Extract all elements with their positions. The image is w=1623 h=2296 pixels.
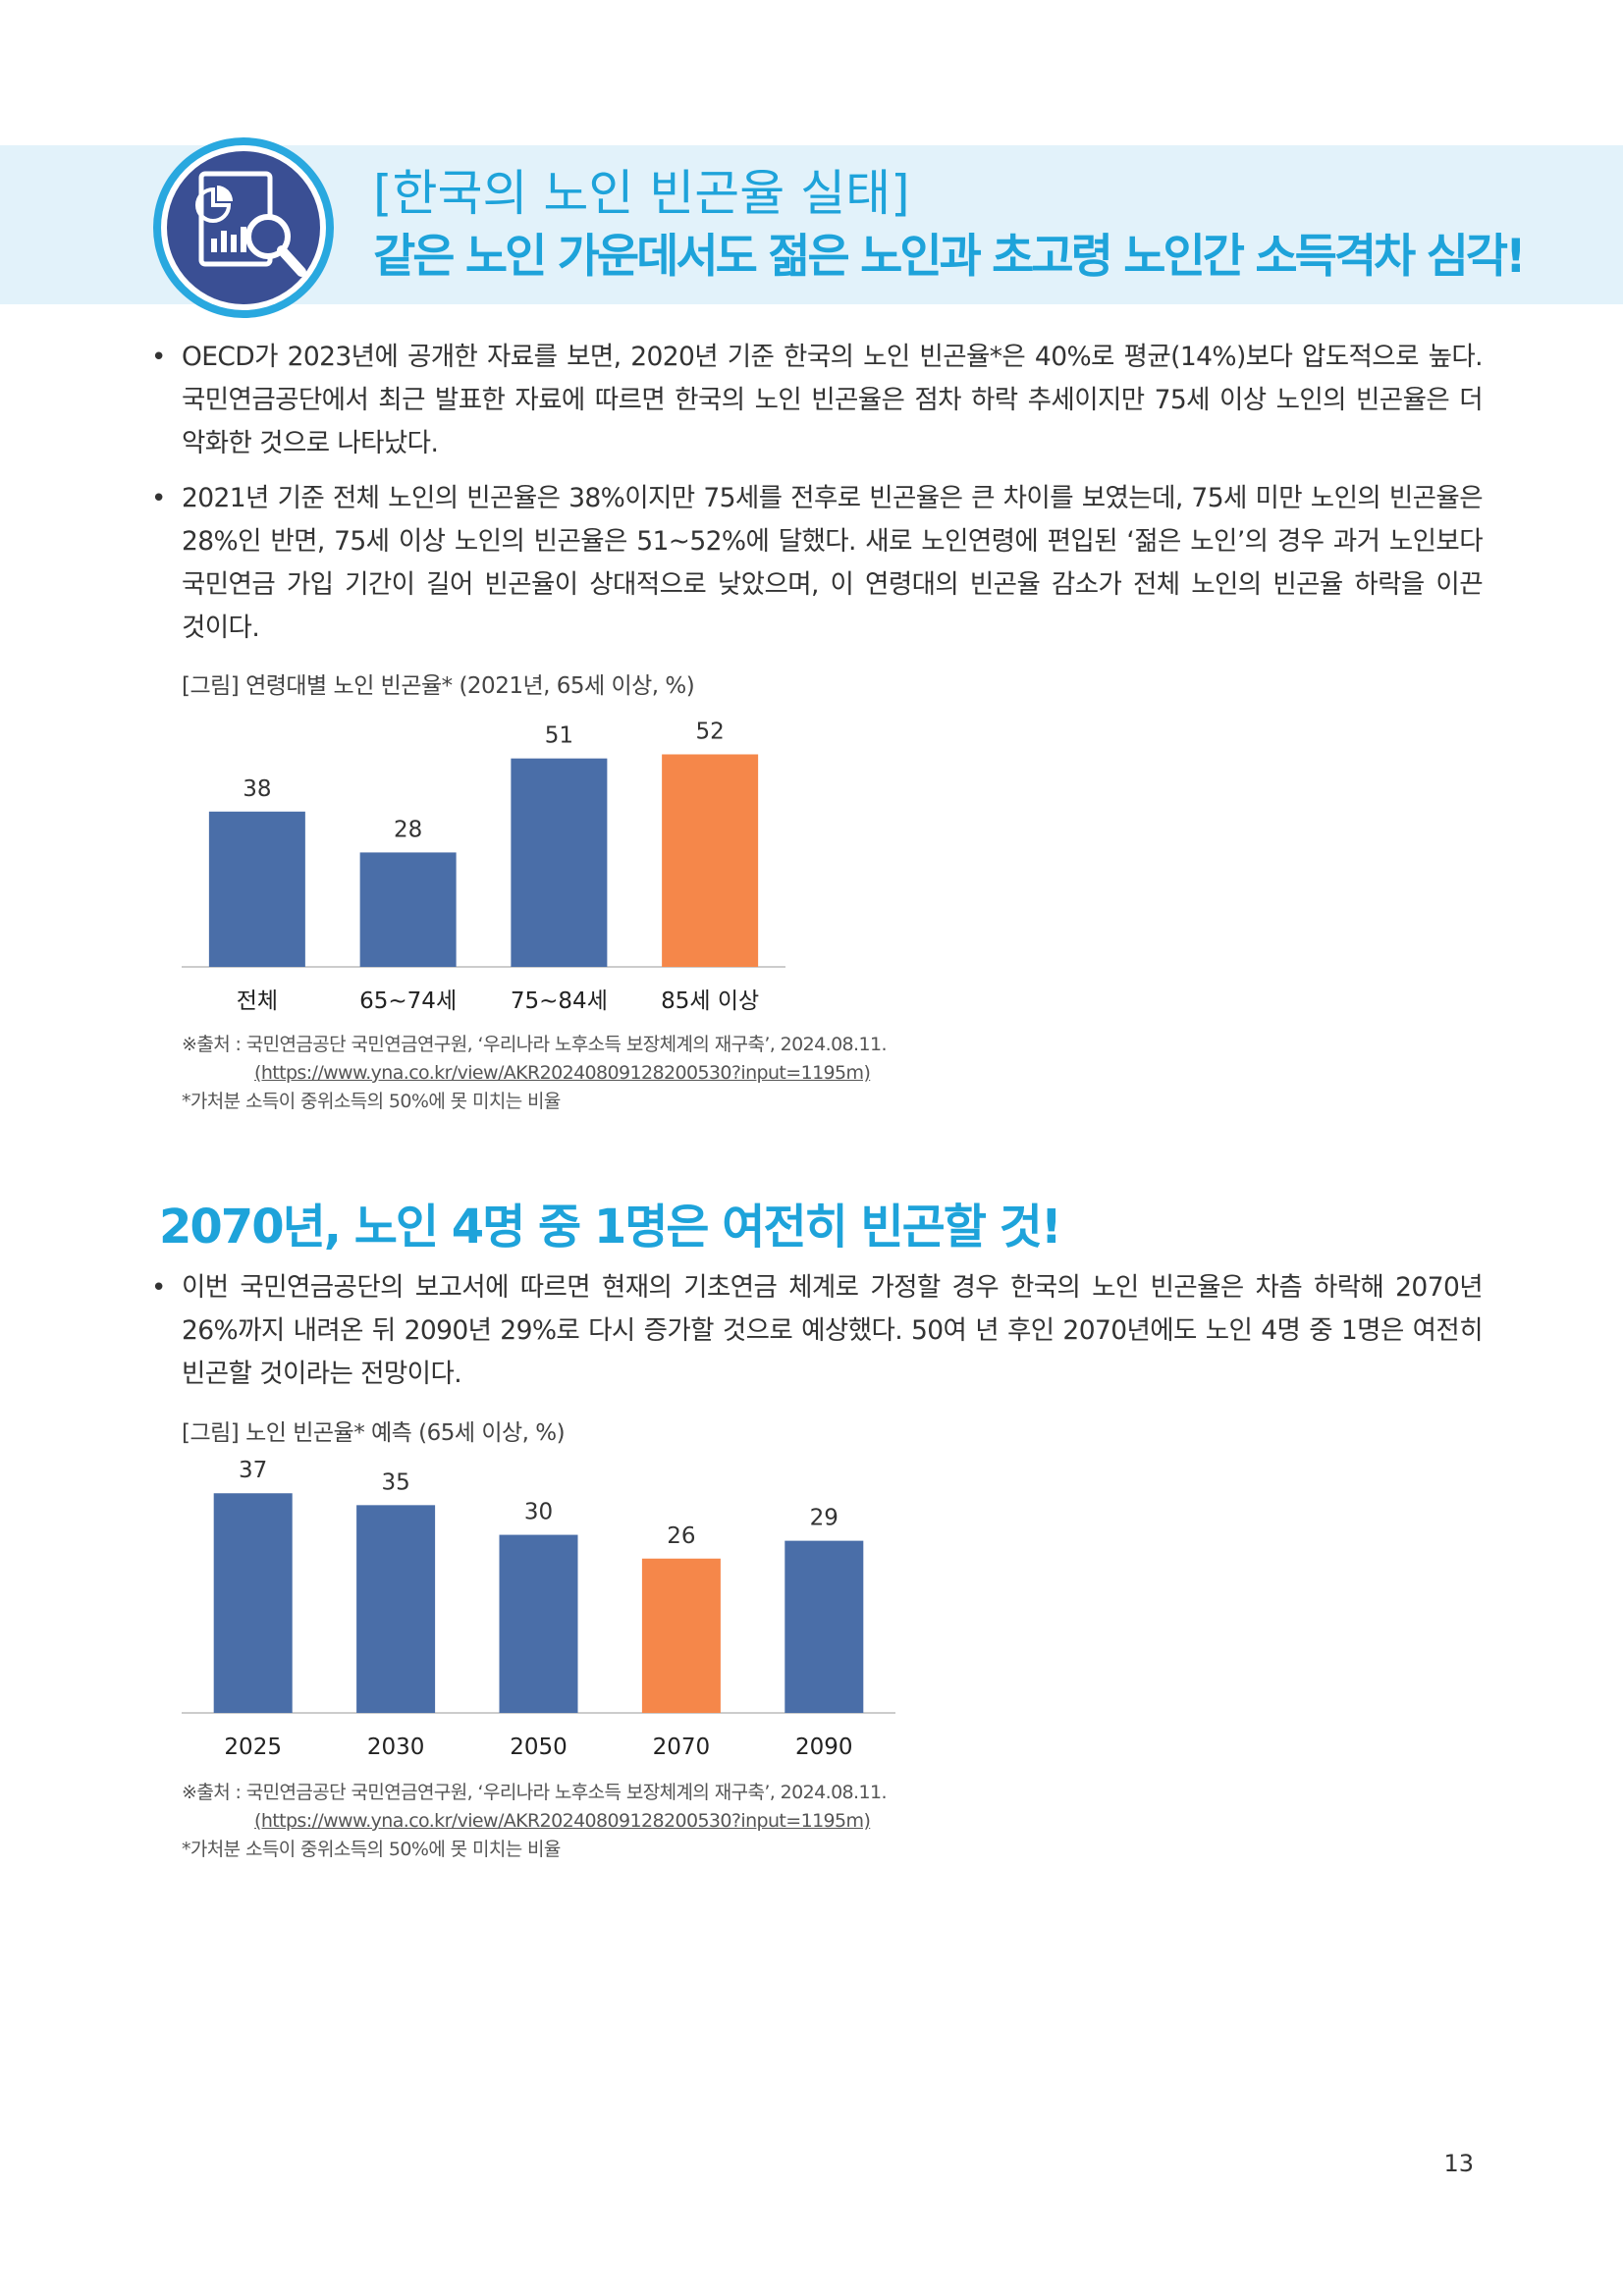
figure2-caption: [그림] 노인 빈곤율* 예측 (65세 이상, %) <box>182 1420 566 1446</box>
bar-65~74세 <box>359 852 457 967</box>
bar-value-label: 29 <box>810 1506 839 1531</box>
bar-전체 <box>208 811 305 967</box>
page-number: 13 <box>1443 2150 1474 2177</box>
bar-value-label: 37 <box>239 1458 267 1483</box>
bullet-item: • 이번 국민연금공단의 보고서에 따르면 현재의 기초연금 체계로 가정할 경우… <box>147 1266 1484 1396</box>
footnote: *가처분 소득이 중위소득의 50%에 못 미치는 비율 <box>182 1091 561 1112</box>
category-label: 65~74세 <box>359 988 457 1014</box>
bar-value-label: 38 <box>243 776 271 802</box>
bullet-dot: • <box>151 1273 166 1303</box>
bar-75~84세 <box>511 758 608 967</box>
bullet-dot: • <box>151 343 166 372</box>
bullet-text: OECD가 2023년에 공개한 자료를 보면, 2020년 기준 한국의 노인… <box>182 342 1484 458</box>
source-url: (https://www.yna.co.kr/view/AKR202408091… <box>254 1810 871 1832</box>
category-label: 75~84세 <box>511 988 608 1014</box>
category-label: 2070 <box>653 1735 711 1760</box>
bar-value-label: 30 <box>524 1500 553 1525</box>
bullet-item: • OECD가 2023년에 공개한 자료를 보면, 2020년 기준 한국의 노… <box>147 336 1484 465</box>
category-label: 2025 <box>224 1735 282 1760</box>
bullet-text: 이번 국민연금공단의 보고서에 따르면 현재의 기초연금 체계로 가정할 경우 … <box>182 1272 1484 1389</box>
bar-value-label: 35 <box>381 1469 409 1495</box>
source-note: ※출처 : 국민연금공단 국민연금연구원, ‘우리나라 노후소득 보장체계의 재… <box>182 1782 888 1803</box>
bar-value-label: 52 <box>695 719 724 744</box>
bar-2070 <box>641 1558 721 1713</box>
bar-2030 <box>356 1505 436 1713</box>
header-text: [한국의 노인 빈곤율 실태] 같은 노인 가운데서도 젊은 노인과 초고령 노… <box>373 163 1564 289</box>
figure2-notes: ※출처 : 국민연금공단 국민연금연구원, ‘우리나라 노후소득 보장체계의 재… <box>182 1779 888 1864</box>
figure1-caption: [그림] 연령대별 노인 빈곤율* (2021년, 65세 이상, %) <box>182 673 695 699</box>
category-label: 전체 <box>237 988 278 1014</box>
header-title: [한국의 노인 빈곤율 실태] <box>373 165 910 222</box>
section2-title: 2070년, 노인 4명 중 1명은 여전히 빈곤할 것! <box>159 1200 1062 1255</box>
bar-2090 <box>784 1540 864 1713</box>
header-subtitle: 같은 노인 가운데서도 젊은 노인과 초고령 노인간 소득격차 심각! <box>373 230 1527 284</box>
chart-age-group-poverty: 38 전체 28 65~74세 51 75~84세 52 85세 이상 <box>0 0 1623 1031</box>
section1-bullets: • OECD가 2023년에 공개한 자료를 보면, 2020년 기준 한국의 노… <box>147 336 1484 662</box>
bullet-dot: • <box>151 484 166 513</box>
chart-poverty-forecast: 37 2025 35 2030 30 2050 26 2070 29 2090 <box>182 1458 895 1760</box>
bar-85세 이상 <box>662 754 759 967</box>
bar-value-label: 28 <box>394 817 422 842</box>
category-label: 2090 <box>795 1735 853 1760</box>
bar-value-label: 51 <box>545 723 573 749</box>
bullet-text: 2021년 기준 전체 노인의 빈곤율은 38%이지만 75세를 전후로 빈곤율… <box>182 483 1484 643</box>
category-label: 2050 <box>510 1735 568 1760</box>
report-magnifier-icon <box>150 134 337 321</box>
footnote: *가처분 소득이 중위소득의 50%에 못 미치는 비율 <box>182 1839 561 1860</box>
section2-bullets: • 이번 국민연금공단의 보고서에 따르면 현재의 기초연금 체계로 가정할 경우… <box>147 1266 1484 1408</box>
bar-2025 <box>213 1493 293 1713</box>
category-label: 2030 <box>367 1735 425 1760</box>
bullet-item: • 2021년 기준 전체 노인의 빈곤율은 38%이지만 75세를 전후로 빈곤… <box>147 477 1484 650</box>
source-note: ※출처 : 국민연금공단 국민연금연구원, ‘우리나라 노후소득 보장체계의 재… <box>182 1034 888 1055</box>
source-url: (https://www.yna.co.kr/view/AKR202408091… <box>254 1062 871 1084</box>
category-label: 85세 이상 <box>661 988 759 1014</box>
bar-2050 <box>499 1534 578 1713</box>
bar-value-label: 26 <box>667 1523 695 1549</box>
figure1-notes: ※출처 : 국민연금공단 국민연금연구원, ‘우리나라 노후소득 보장체계의 재… <box>182 1031 888 1116</box>
